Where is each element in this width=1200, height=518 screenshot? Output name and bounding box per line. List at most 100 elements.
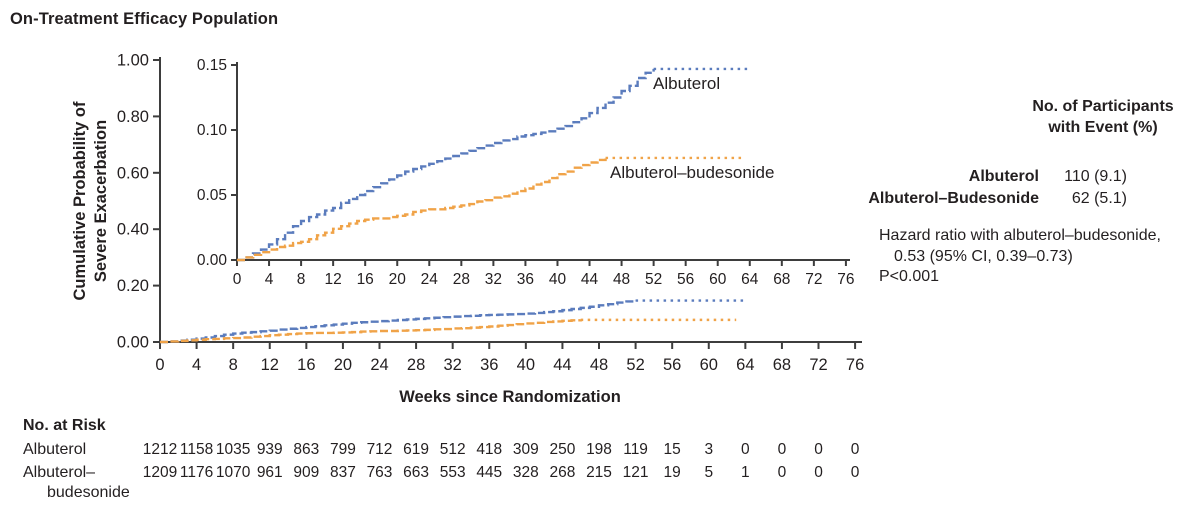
inset-x-tick-label: 0	[233, 271, 242, 288]
risk-value: 15	[663, 441, 681, 458]
risk-value: 0	[814, 441, 823, 458]
main-x-tick-label: 16	[297, 356, 315, 374]
inset-x-tick-label: 32	[485, 271, 502, 288]
inset-y-tick-label: 0.15	[197, 57, 227, 74]
main-y-tick-label: 0.00	[117, 334, 149, 352]
participants-event-header-line2: with Event (%)	[1048, 119, 1158, 136]
event-row-albuterol-budesonide-label: Albuterol–Budesonide	[868, 189, 1039, 207]
event-row-albuterol: Albuterol 110 (9.1)	[865, 166, 1127, 188]
risk-value: 763	[366, 464, 393, 481]
inset-y-tick-label: 0.05	[197, 187, 227, 204]
risk-value: 309	[512, 441, 539, 458]
main-x-tick-label: 44	[553, 356, 571, 374]
risk-value: 553	[439, 464, 466, 481]
main-x-tick-label: 12	[261, 356, 279, 374]
risk-value: 1176	[179, 464, 214, 481]
hazard-ratio-line1: Hazard ratio with albuterol–budesonide,	[879, 227, 1161, 244]
risk-value: 418	[476, 441, 503, 458]
albuterol-budesonide-curve-label: Albuterol–budesonide	[610, 163, 775, 182]
risk-value: 1209	[142, 464, 178, 481]
participants-event-header: No. of Participants with Event (%)	[990, 96, 1200, 138]
inset-y-tick-label: 0.00	[197, 252, 228, 269]
risk-value: 863	[293, 441, 320, 458]
risk-value: 19	[663, 464, 681, 481]
risk-value: 799	[329, 441, 356, 458]
risk-value: 5	[704, 464, 714, 481]
risk-value: 909	[293, 464, 320, 481]
participants-event-table: Albuterol 110 (9.1) Albuterol–Budesonide…	[865, 166, 1127, 209]
risk-value: 1158	[179, 441, 214, 458]
hazard-ratio-note: Hazard ratio with albuterol–budesonide, …	[879, 226, 1200, 288]
participants-event-header-line1: No. of Participants	[1032, 98, 1174, 115]
albuterol-curve-label: Albuterol	[653, 74, 721, 93]
main-x-tick-label: 4	[192, 356, 201, 374]
risk-value: 1070	[215, 464, 251, 481]
event-row-albuterol-label: Albuterol	[968, 168, 1039, 185]
main-x-tick-label: 32	[443, 356, 461, 374]
inset-x-tick-label: 56	[677, 271, 694, 288]
main-x-tick-label: 60	[700, 356, 718, 374]
main-y-tick-label: 0.80	[117, 108, 149, 126]
albuterol-budesonide-curve-inset	[237, 157, 607, 262]
albuterol-budesonide-curve-main	[160, 319, 582, 344]
main-y-tick-label: 1.00	[117, 52, 149, 70]
risk-row-albuterol-label: Albuterol	[23, 441, 87, 458]
inset-x-tick-label: 76	[837, 271, 854, 288]
risk-value: 939	[256, 441, 283, 458]
main-x-tick-label: 28	[407, 356, 425, 374]
main-x-tick-label: 68	[773, 356, 791, 374]
main-y-tick-label: 0.40	[117, 221, 149, 239]
risk-value: 0	[814, 464, 823, 481]
inset-y-tick-label: 0.10	[197, 122, 228, 139]
risk-value: 268	[549, 464, 576, 481]
inset-x-tick-label: 52	[645, 271, 662, 288]
y-axis-title-line1: Cumulative Probability of	[71, 101, 89, 301]
inset-x-tick-label: 44	[581, 271, 599, 288]
risk-value: 328	[512, 464, 539, 481]
main-y-tick-label: 0.60	[117, 164, 149, 182]
risk-value: 121	[622, 464, 649, 481]
hazard-ratio-line2: 0.53 (95% CI, 0.39–0.73)	[894, 247, 1073, 265]
inset-x-tick-label: 28	[453, 271, 470, 288]
risk-value: 0	[850, 464, 860, 481]
main-x-tick-label: 20	[334, 356, 352, 374]
main-x-tick-label: 76	[846, 356, 864, 374]
p-value: P<0.001	[879, 268, 940, 285]
main-x-tick-label: 56	[663, 356, 681, 374]
risk-value: 0	[741, 441, 750, 458]
event-row-albuterol-budesonide: Albuterol–Budesonide 62 (5.1)	[865, 188, 1127, 210]
main-x-tick-label: 24	[370, 356, 388, 374]
main-x-tick-label: 72	[809, 356, 827, 374]
risk-value: 0	[777, 441, 787, 458]
x-axis-title: Weeks since Randomization	[399, 388, 621, 406]
main-x-tick-label: 48	[590, 356, 608, 374]
risk-value: 837	[329, 464, 356, 481]
risk-value: 1212	[142, 441, 178, 458]
inset-x-tick-label: 48	[613, 271, 630, 288]
risk-value: 215	[586, 464, 612, 481]
main-x-tick-label: 40	[517, 356, 535, 374]
risk-value: 512	[439, 441, 466, 458]
event-row-albuterol-value: 110 (9.1)	[1064, 168, 1127, 185]
inset-x-tick-label: 16	[357, 271, 374, 288]
main-y-tick-label: 0.20	[117, 277, 149, 295]
risk-value: 712	[366, 441, 393, 458]
inset-x-tick-label: 72	[805, 271, 822, 288]
event-row-albuterol-budesonide-value: 62 (5.1)	[1071, 189, 1127, 207]
risk-value: 961	[256, 464, 283, 481]
risk-value: 0	[777, 464, 787, 481]
risk-row-albuterol-budesonide-label-line2: budesonide	[47, 484, 130, 501]
risk-value: 663	[403, 464, 430, 481]
risk-value: 619	[403, 441, 430, 458]
risk-value: 198	[586, 441, 612, 458]
risk-value: 119	[623, 441, 648, 458]
risk-value: 1035	[215, 441, 251, 458]
inset-x-tick-label: 36	[517, 271, 534, 288]
y-axis-title-line2: Severe Exacerbation	[92, 119, 110, 283]
albuterol-curve-main	[160, 300, 637, 344]
inset-x-tick-label: 12	[325, 271, 342, 288]
inset-x-tick-label: 4	[265, 271, 274, 288]
main-x-tick-label: 8	[229, 356, 238, 374]
